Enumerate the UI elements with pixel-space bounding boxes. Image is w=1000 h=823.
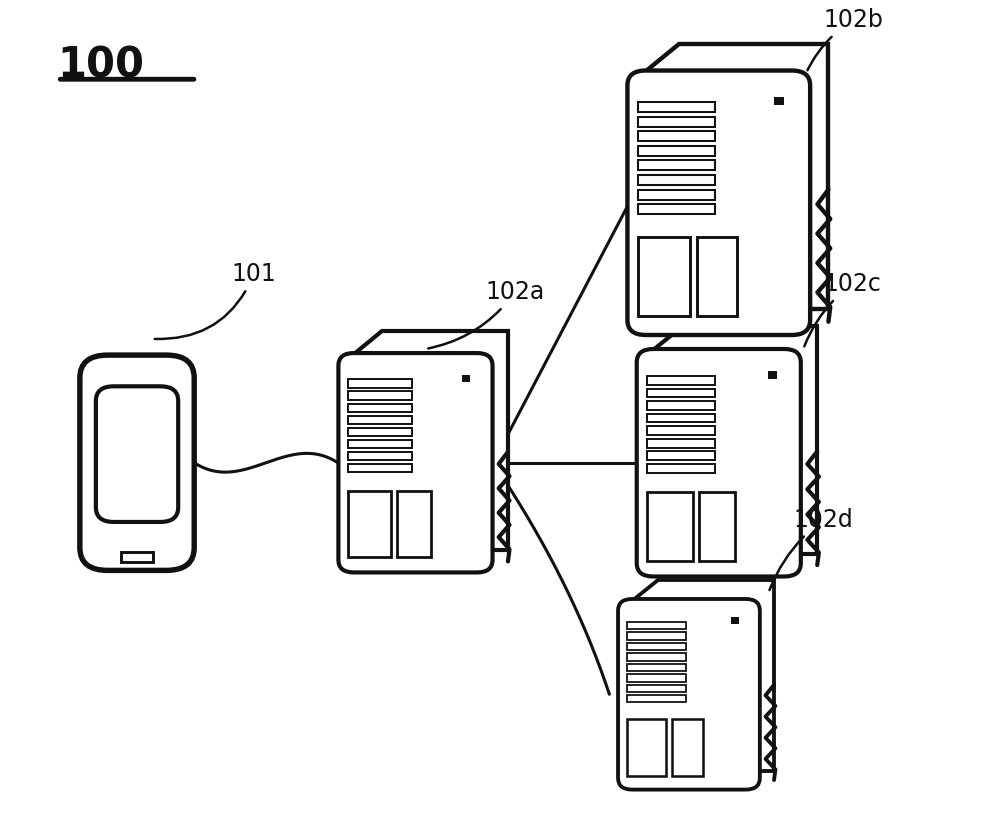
Bar [697,237,737,317]
Polygon shape [653,326,817,554]
Bar [397,491,431,557]
Bar [627,685,686,692]
Bar [348,392,412,400]
Bar [627,622,686,629]
Bar [121,552,153,562]
Bar [638,189,715,200]
Polygon shape [646,44,828,309]
Bar [638,117,715,127]
Bar [627,643,686,650]
Bar [647,388,715,398]
Bar [647,464,715,472]
Bar [348,491,391,557]
Bar [647,402,715,410]
Text: 102a: 102a [428,281,544,348]
Bar [627,719,666,776]
Bar [348,379,412,388]
Bar [638,237,690,317]
Bar [627,664,686,671]
FancyBboxPatch shape [618,599,760,789]
Text: 100: 100 [57,44,144,86]
Bar [647,492,693,560]
Bar [627,695,686,703]
Bar [774,96,784,105]
Polygon shape [354,331,508,551]
Bar [638,132,715,142]
Bar [638,204,715,214]
Bar [731,617,739,624]
FancyBboxPatch shape [80,355,194,570]
Bar [462,374,470,382]
Bar [348,416,412,424]
Bar [699,492,735,560]
Text: 102c: 102c [804,272,881,346]
Bar [348,452,412,460]
Bar [348,439,412,448]
FancyBboxPatch shape [637,349,801,576]
Bar [627,632,686,639]
Bar [647,426,715,435]
Bar [647,439,715,448]
Bar [627,653,686,661]
Text: 102b: 102b [807,8,883,70]
Bar [638,146,715,156]
Bar [638,102,715,112]
Bar [638,160,715,170]
Bar [627,674,686,681]
Bar [768,371,777,379]
FancyBboxPatch shape [96,386,178,522]
Bar [348,464,412,472]
Bar [348,428,412,436]
Bar [647,451,715,460]
Bar [638,175,715,185]
FancyBboxPatch shape [338,353,493,573]
Bar [672,719,703,776]
Polygon shape [632,580,774,770]
FancyBboxPatch shape [627,71,810,335]
Bar [647,376,715,385]
Bar [348,403,412,412]
Text: 101: 101 [155,262,276,339]
Bar [647,414,715,422]
Text: 102d: 102d [769,508,853,590]
